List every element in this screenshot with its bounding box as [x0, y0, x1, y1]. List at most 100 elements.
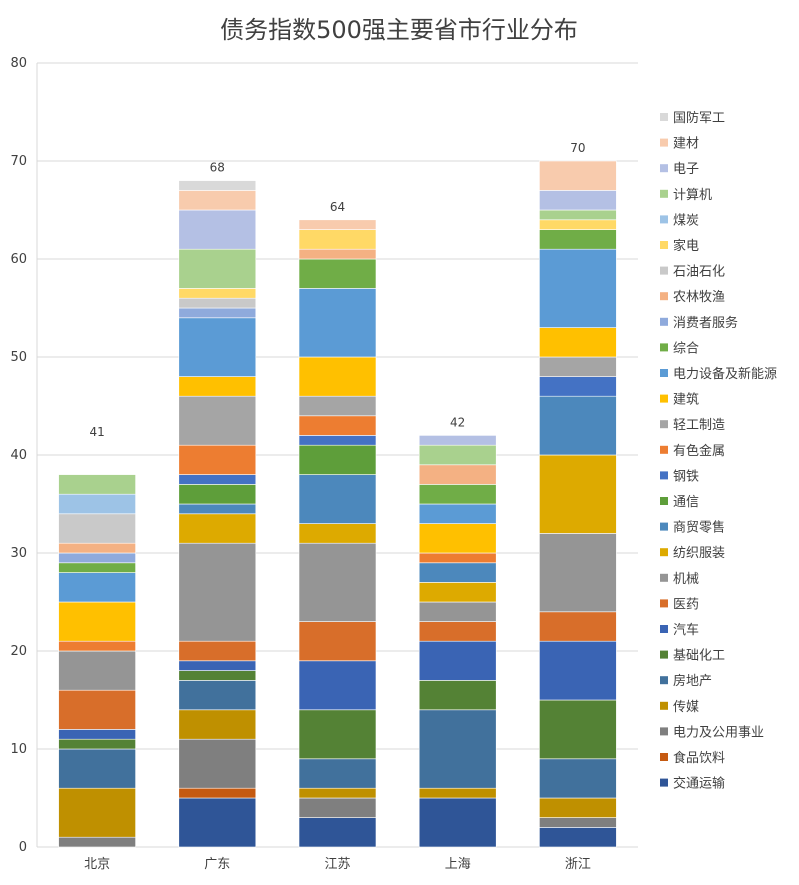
- legend-label: 商贸零售: [673, 520, 725, 536]
- category-label: 浙江: [565, 857, 591, 872]
- legend-swatch: [660, 113, 668, 121]
- legend-swatch: [660, 573, 668, 582]
- bar-segment: [298, 797, 377, 818]
- legend-label: 石油石化: [673, 265, 725, 280]
- bar-segment: [539, 248, 617, 328]
- legend-swatch: [660, 317, 668, 326]
- bar-segment: [298, 248, 377, 260]
- bar-segment: [539, 229, 617, 250]
- bar-segment: [418, 484, 497, 505]
- legend-swatch: [660, 343, 668, 352]
- legend-swatch: [660, 241, 668, 249]
- legend-swatch: [660, 471, 668, 480]
- bar-segment: [539, 827, 617, 848]
- category-label: 北京: [84, 857, 110, 872]
- bar-segment: [539, 209, 617, 221]
- category-label: 上海: [445, 857, 471, 872]
- legend-label: 消费者服务: [673, 315, 738, 331]
- legend-label: 基础化工: [673, 649, 725, 664]
- legend-swatch: [660, 727, 668, 736]
- bar-segment: [418, 444, 497, 466]
- bar-segment: [539, 395, 617, 456]
- bar-segment: [298, 258, 377, 289]
- legend-swatch: [660, 445, 668, 454]
- bar-segment: [539, 356, 617, 377]
- legend-label: 汽车: [673, 622, 699, 638]
- chart-title: 债务指数500强主要省市行业分布: [220, 16, 578, 44]
- bar-segment: [178, 376, 257, 397]
- bar-segment: [298, 288, 377, 358]
- bar-segment: [298, 356, 377, 397]
- legend-swatch: [660, 369, 668, 377]
- legend-label: 通信: [673, 495, 699, 510]
- bar-segment: [178, 797, 257, 848]
- legend-swatch: [660, 394, 668, 403]
- total-label: 42: [450, 415, 465, 429]
- legend-swatch: [660, 189, 668, 198]
- bar-segment: [298, 474, 377, 524]
- bar-segment: [539, 699, 617, 760]
- bar-segment: [178, 395, 257, 446]
- legend-label: 电子: [673, 162, 699, 177]
- bar-segment: [539, 533, 617, 613]
- bar-segment: [178, 660, 257, 671]
- bar-segment: [418, 562, 497, 583]
- total-label: 70: [570, 141, 585, 155]
- legend-label: 机械: [673, 572, 699, 587]
- bar-segment: [539, 327, 617, 358]
- legend-swatch: [660, 676, 668, 685]
- bar-segment: [418, 709, 497, 789]
- bar-segment: [178, 484, 257, 505]
- bar-segment: [418, 523, 497, 554]
- bar-segment: [298, 395, 377, 417]
- y-tick-label: 40: [10, 448, 27, 463]
- legend-swatch: [660, 420, 668, 429]
- legend-swatch: [660, 625, 668, 633]
- legend-label: 煤炭: [673, 213, 699, 228]
- legend-label: 综合: [673, 341, 699, 356]
- bar-segment: [539, 797, 617, 818]
- total-labels: 41 68 64 42 70: [89, 141, 585, 439]
- y-tick-label: 50: [10, 350, 27, 365]
- legend-label: 医药: [673, 597, 699, 612]
- bar-segment: [539, 817, 617, 828]
- bar-segment: [539, 376, 617, 397]
- bar-segment: [178, 297, 257, 309]
- bars: [58, 160, 617, 848]
- legend-label: 建材: [673, 137, 699, 152]
- y-tick-label: 30: [10, 546, 27, 561]
- bar-segment: [418, 464, 497, 485]
- bar-segment: [418, 582, 497, 603]
- legend-label: 钢铁: [673, 469, 699, 484]
- legend-label: 农林牧渔: [673, 290, 725, 305]
- bar-segment: [298, 444, 377, 475]
- bar-segment: [539, 640, 617, 701]
- bar-segment: [178, 709, 257, 740]
- bar-segment: [58, 836, 136, 848]
- legend-label: 计算机: [673, 188, 712, 203]
- bar-segment: [58, 640, 136, 652]
- y-axis-tick-labels: 0 10 20 30 40 50 60 70 80: [10, 56, 27, 855]
- bar-segment: [178, 787, 257, 799]
- bar-segment: [58, 729, 136, 740]
- total-label: 41: [89, 425, 104, 439]
- bar-segment: [58, 572, 136, 603]
- bar-segment: [58, 493, 136, 515]
- legend-label: 有色金属: [673, 443, 725, 459]
- bar-segment: [298, 817, 377, 848]
- bar-segment: [58, 562, 136, 573]
- legend-swatch: [660, 138, 668, 147]
- bar-segment: [418, 503, 497, 524]
- bar-segment: [539, 160, 617, 191]
- legend-label: 国防军工: [673, 110, 725, 126]
- legend-swatch: [660, 548, 668, 557]
- legend-swatch: [660, 778, 668, 787]
- legend-label: 轻工制造: [673, 418, 725, 433]
- total-label: 64: [330, 200, 345, 214]
- bar-segment: [58, 542, 136, 554]
- bar-segment: [58, 601, 136, 642]
- bar-segment: [298, 621, 377, 662]
- bar-segment: [298, 709, 377, 760]
- bar-segment: [539, 758, 617, 799]
